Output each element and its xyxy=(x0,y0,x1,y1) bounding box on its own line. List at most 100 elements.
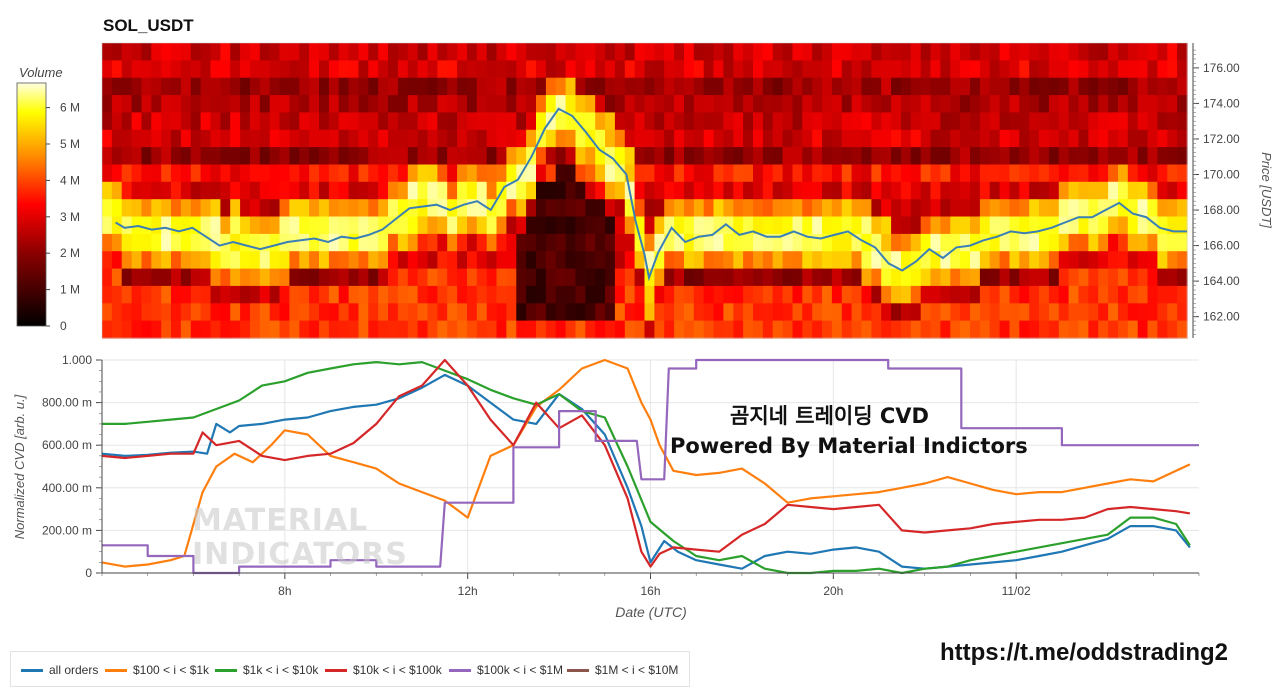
heatmap-cell xyxy=(1108,320,1119,339)
heatmap-cell xyxy=(437,112,448,131)
heatmap-cell xyxy=(338,95,350,114)
heatmap-cell xyxy=(437,285,448,304)
heatmap-cell xyxy=(1068,199,1080,218)
heatmap-cell xyxy=(1137,303,1149,322)
heatmap-cell xyxy=(1039,112,1050,131)
telegram-link[interactable]: https://t.me/oddstrading2 xyxy=(940,639,1228,666)
heatmap-cell xyxy=(950,77,961,96)
heatmap-cell xyxy=(575,164,586,183)
heatmap-cell xyxy=(733,320,744,339)
heatmap-cell xyxy=(506,129,517,148)
heatmap-cell xyxy=(1039,60,1050,79)
heatmap-cell xyxy=(1039,164,1050,183)
heatmap-cell xyxy=(871,233,882,252)
heatmap-cell xyxy=(427,164,438,183)
legend-item-1k-10k[interactable]: $1k < i < $10k xyxy=(215,663,318,677)
heatmap-cell xyxy=(1088,320,1099,339)
heatmap-cell xyxy=(703,199,715,218)
heatmap-cell xyxy=(1177,147,1188,166)
heatmap-cell xyxy=(822,95,833,114)
heatmap-cell xyxy=(240,216,251,235)
heatmap-cell xyxy=(743,164,754,183)
heatmap-cell xyxy=(388,129,399,148)
heatmap-cell xyxy=(792,320,803,339)
heatmap-cell xyxy=(585,60,596,79)
heatmap-cell xyxy=(733,251,744,270)
heatmap-cell xyxy=(1137,181,1149,200)
heatmap-cell xyxy=(585,233,596,252)
heatmap-cell xyxy=(250,77,261,96)
legend-item-1m-10m[interactable]: $1M < i < $10M xyxy=(567,663,678,677)
heatmap-cell xyxy=(713,181,724,200)
heatmap-cell xyxy=(881,112,892,131)
heatmap-cell xyxy=(516,303,527,322)
heatmap-cell xyxy=(979,199,991,218)
heatmap-cell xyxy=(279,320,290,339)
heatmap-cell xyxy=(1127,251,1139,270)
heatmap-cell xyxy=(940,147,951,166)
heatmap-cell xyxy=(772,285,784,304)
heatmap-cell xyxy=(1029,181,1040,200)
heatmap-cell xyxy=(397,320,409,339)
heatmap-cell xyxy=(999,320,1011,339)
heatmap-cell xyxy=(1127,129,1139,148)
heatmap-cell xyxy=(1058,199,1070,218)
heatmap-cell xyxy=(319,43,330,61)
heatmap-cell xyxy=(220,199,231,218)
heatmap-cell xyxy=(151,320,162,339)
heatmap-cell xyxy=(1177,268,1188,287)
heatmap-cell xyxy=(1098,43,1109,61)
heatmap-cell xyxy=(437,43,448,61)
heatmap-cell xyxy=(792,216,803,235)
heatmap-cell xyxy=(693,268,705,287)
heatmap-cell xyxy=(397,199,409,218)
heatmap-cell xyxy=(545,181,557,200)
heatmap-cell xyxy=(841,303,853,322)
heatmap-cell xyxy=(240,199,251,218)
heatmap-cell xyxy=(812,303,823,322)
heatmap-cell xyxy=(940,95,951,114)
heatmap-cell xyxy=(427,181,438,200)
heatmap-cell xyxy=(240,233,251,252)
heatmap-cell xyxy=(1058,303,1070,322)
legend-item-100-1k[interactable]: $100 < i < $1k xyxy=(105,663,209,677)
heatmap-cell xyxy=(753,164,764,183)
heatmap-cell xyxy=(250,95,261,114)
heatmap-cell xyxy=(1157,268,1168,287)
legend-item-10k-100k[interactable]: $10k < i < $100k xyxy=(325,663,442,677)
heatmap-cell xyxy=(674,320,685,339)
heatmap-cell xyxy=(269,112,281,131)
heatmap-cell xyxy=(151,60,162,79)
heatmap-cell xyxy=(1157,303,1168,322)
heatmap-cell xyxy=(358,112,369,131)
heatmap-cell xyxy=(1108,60,1119,79)
heatmap-cell xyxy=(605,285,616,304)
heatmap-cell xyxy=(634,251,646,270)
heatmap-cell xyxy=(121,129,133,148)
heatmap-cell xyxy=(141,320,152,339)
heatmap-cell xyxy=(190,268,202,287)
heatmap-cell xyxy=(536,60,547,79)
heatmap-cell xyxy=(200,129,212,148)
heatmap-cell xyxy=(111,233,123,252)
heatmap-cell xyxy=(250,303,261,322)
heatmap-cell xyxy=(506,285,517,304)
legend-item-all-orders[interactable]: all orders xyxy=(21,663,98,677)
heatmap-cell xyxy=(486,129,498,148)
heatmap-cell xyxy=(536,129,547,148)
heatmap-cell xyxy=(319,233,330,252)
heatmap-cell xyxy=(1039,95,1050,114)
heatmap-cell xyxy=(1157,77,1168,96)
heatmap-cell xyxy=(417,129,429,148)
heatmap-cell xyxy=(536,199,547,218)
heatmap-cell xyxy=(703,233,715,252)
heatmap-cell xyxy=(427,43,438,61)
heatmap-cell xyxy=(299,320,310,339)
heatmap-cell xyxy=(1009,303,1020,322)
heatmap-cell xyxy=(792,303,803,322)
heatmap-cell xyxy=(417,285,429,304)
heatmap-cell xyxy=(1098,95,1109,114)
heatmap-cell xyxy=(871,251,882,270)
legend-item-100k-1m[interactable]: $100k < i < $1M xyxy=(449,663,563,677)
heatmap-cell xyxy=(407,216,419,235)
